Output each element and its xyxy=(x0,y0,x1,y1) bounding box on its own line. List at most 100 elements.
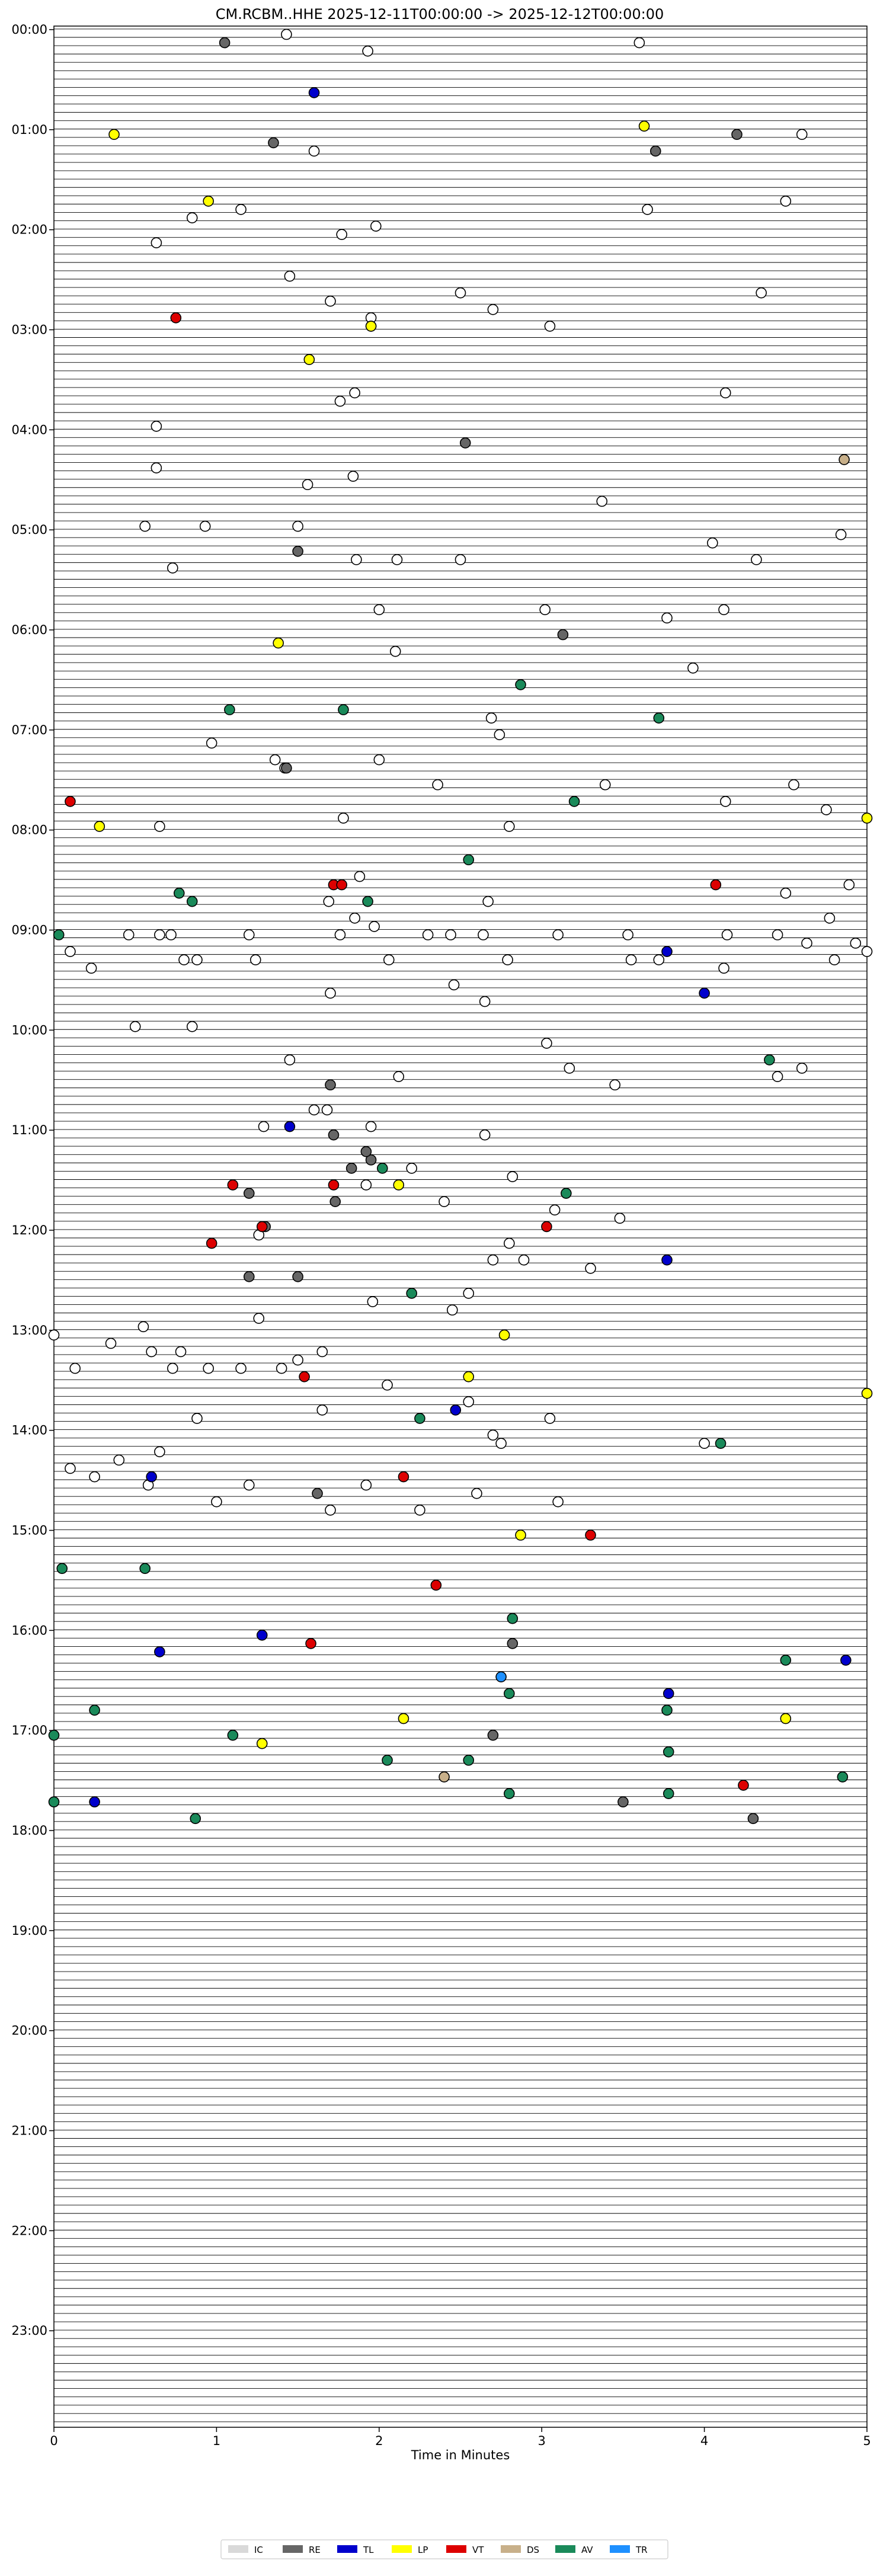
event-marker-ic xyxy=(365,1121,377,1132)
y-tick-label: 19:00 xyxy=(11,1924,47,1938)
event-marker-ic xyxy=(718,604,729,616)
event-marker-ic xyxy=(544,321,556,332)
event-marker-ic xyxy=(393,1071,405,1082)
event-marker-ic xyxy=(622,929,633,940)
event-marker-ic xyxy=(175,1346,187,1358)
y-tick-label: 08:00 xyxy=(11,823,47,837)
event-marker-ic xyxy=(585,1262,596,1274)
event-marker-ic xyxy=(186,1020,198,1032)
event-marker-ic xyxy=(146,1346,157,1358)
event-marker-ic xyxy=(445,929,456,940)
y-tick-label: 01:00 xyxy=(11,123,47,137)
event-marker-ic xyxy=(154,821,165,832)
event-marker-lp xyxy=(515,1529,526,1541)
event-marker-ic xyxy=(360,1179,372,1191)
event-marker-ic xyxy=(599,779,611,791)
event-marker-ic xyxy=(351,554,362,565)
event-marker-ic xyxy=(625,954,637,966)
event-marker-ic xyxy=(325,987,336,999)
event-marker-av xyxy=(837,1771,849,1783)
x-tick-label: 4 xyxy=(700,2434,708,2448)
event-marker-ic xyxy=(139,520,151,532)
event-marker-ic xyxy=(360,1479,372,1491)
event-marker-ic xyxy=(206,737,217,749)
event-marker-ic xyxy=(105,1337,117,1349)
event-marker-vt xyxy=(305,1638,316,1649)
event-marker-ic xyxy=(471,1487,482,1499)
event-marker-tl xyxy=(699,987,710,999)
event-marker-tl xyxy=(450,1404,462,1416)
event-marker-av xyxy=(139,1563,151,1575)
event-marker-vt xyxy=(585,1529,596,1541)
event-marker-ic xyxy=(151,420,162,432)
event-marker-vt xyxy=(206,1237,217,1249)
event-markers xyxy=(48,28,873,1825)
event-marker-lp xyxy=(861,812,873,824)
event-marker-ic xyxy=(780,196,792,207)
y-tick-label: 05:00 xyxy=(11,523,47,537)
event-marker-re xyxy=(649,145,661,157)
event-marker-re xyxy=(325,1079,336,1091)
event-marker-ic xyxy=(65,1463,76,1474)
y-tick-label: 23:00 xyxy=(11,2324,47,2338)
event-marker-re xyxy=(243,1188,255,1199)
event-marker-tl xyxy=(661,946,673,957)
event-marker-ic xyxy=(788,779,799,791)
event-marker-av xyxy=(186,895,198,907)
event-marker-av xyxy=(382,1755,393,1766)
event-marker-ic xyxy=(302,479,313,491)
y-tick-label: 03:00 xyxy=(11,323,47,337)
event-marker-re xyxy=(459,437,471,449)
event-marker-ic xyxy=(354,871,366,882)
event-marker-ic xyxy=(699,1438,710,1449)
event-marker-lp xyxy=(861,1388,873,1399)
event-marker-ic xyxy=(861,946,873,957)
event-marker-ic xyxy=(448,979,460,991)
y-tick-label: 11:00 xyxy=(11,1123,47,1137)
event-marker-ic xyxy=(137,1321,149,1333)
event-marker-ic xyxy=(801,937,812,949)
event-marker-ic xyxy=(292,520,303,532)
event-marker-re xyxy=(268,137,279,149)
event-marker-av xyxy=(48,1796,60,1808)
event-marker-ic xyxy=(211,1496,222,1508)
y-axis: 00:00 01:00 02:00 03:00 04:00 05:00 06:00 07:00… xyxy=(11,23,54,2338)
event-marker-ds xyxy=(839,454,850,465)
event-marker-av xyxy=(463,854,475,866)
event-marker-av xyxy=(53,929,65,940)
event-marker-ic xyxy=(203,1362,214,1374)
event-marker-tl xyxy=(284,1121,296,1132)
event-marker-ic xyxy=(502,954,513,966)
event-marker-ic xyxy=(243,1479,255,1491)
event-marker-ic xyxy=(89,1471,100,1483)
event-marker-ic xyxy=(478,929,489,940)
y-tick-label: 00:00 xyxy=(11,23,47,37)
event-marker-lp xyxy=(638,120,650,132)
event-marker-ic xyxy=(48,1329,60,1341)
event-marker-vt xyxy=(256,1221,268,1233)
event-marker-av xyxy=(190,1813,201,1825)
event-marker-ic xyxy=(796,129,808,140)
event-marker-ic xyxy=(338,812,349,824)
event-marker-tl xyxy=(661,1254,673,1266)
event-marker-lp xyxy=(303,354,315,366)
event-marker-av xyxy=(48,1729,60,1741)
event-marker-ic xyxy=(362,45,373,57)
chart-title: CM.RCBM..HHE 2025-12-11T00:00:00 -> 2025… xyxy=(216,6,664,23)
event-marker-ic xyxy=(178,954,190,966)
event-marker-ic xyxy=(191,1413,203,1424)
event-marker-ic xyxy=(253,1313,265,1324)
legend: IC RE TL LP VT DS AV TR xyxy=(220,2539,668,2559)
legend-swatch-re xyxy=(283,2545,303,2553)
event-marker-av xyxy=(663,1788,674,1799)
event-marker-ic xyxy=(772,929,783,940)
event-marker-lp xyxy=(273,637,284,649)
event-marker-re xyxy=(345,1163,357,1174)
event-marker-ds xyxy=(439,1771,450,1783)
y-tick-label: 14:00 xyxy=(11,1423,47,1438)
y-tick-label: 06:00 xyxy=(11,623,47,637)
event-marker-lp xyxy=(498,1329,510,1341)
event-marker-ic xyxy=(609,1079,620,1091)
legend-label-lp: LP xyxy=(418,2545,428,2555)
